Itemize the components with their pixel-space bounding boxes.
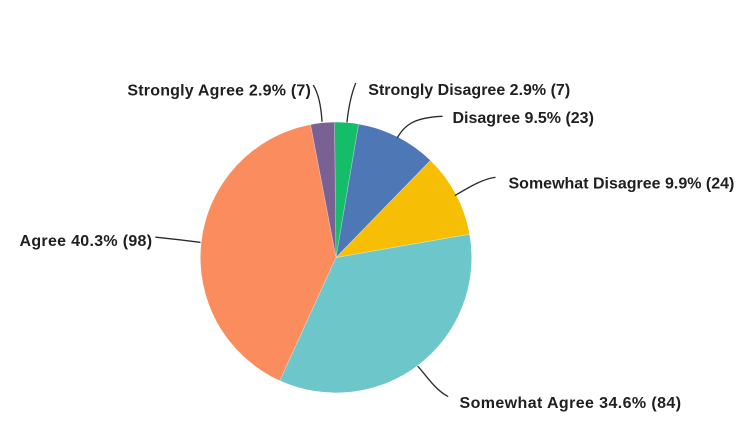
svg-text:Agree 40.3% (98): Agree 40.3% (98) <box>20 233 153 250</box>
svg-text:Somewhat Disagree 9.9% (24): Somewhat Disagree 9.9% (24) <box>509 176 735 193</box>
svg-text:Strongly Agree 2.9% (7): Strongly Agree 2.9% (7) <box>127 82 311 99</box>
svg-text:Disagree 9.5% (23): Disagree 9.5% (23) <box>453 110 594 127</box>
svg-text:Somewhat Agree 34.6% (84): Somewhat Agree 34.6% (84) <box>460 395 682 412</box>
svg-text:Strongly Disagree 2.9% (7): Strongly Disagree 2.9% (7) <box>368 82 570 99</box>
